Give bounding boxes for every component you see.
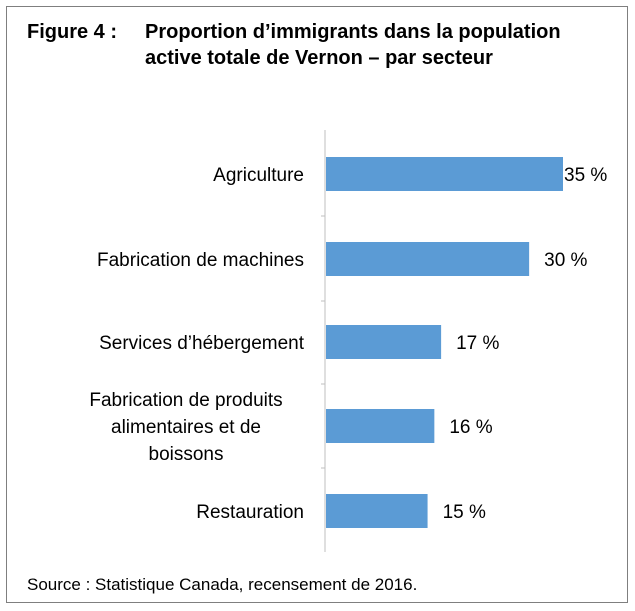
category-label: Fabrication de produits alimentaires et d… bbox=[89, 390, 282, 465]
figure-frame bbox=[6, 6, 628, 603]
value-label: 15 % bbox=[443, 502, 486, 523]
bar bbox=[326, 242, 530, 276]
bar bbox=[326, 157, 563, 191]
category-label: Fabrication de machines bbox=[97, 250, 304, 271]
category-label: Services d’hébergement bbox=[99, 333, 305, 354]
bar bbox=[326, 325, 442, 359]
category-label: Restauration bbox=[196, 502, 304, 523]
value-label: 16 % bbox=[449, 417, 492, 438]
figure-number: Figure 4 : bbox=[27, 21, 118, 43]
value-label: 30 % bbox=[544, 250, 587, 271]
value-label: 35 % bbox=[564, 165, 607, 186]
value-label: 17 % bbox=[456, 333, 499, 354]
bar bbox=[326, 494, 428, 528]
source-note: Source : Statistique Canada, recensement… bbox=[27, 575, 418, 594]
category-label: Agriculture bbox=[213, 165, 304, 186]
bar bbox=[326, 409, 435, 443]
figure-title-text: Proportion d’immigrants dans la populati… bbox=[145, 21, 561, 69]
